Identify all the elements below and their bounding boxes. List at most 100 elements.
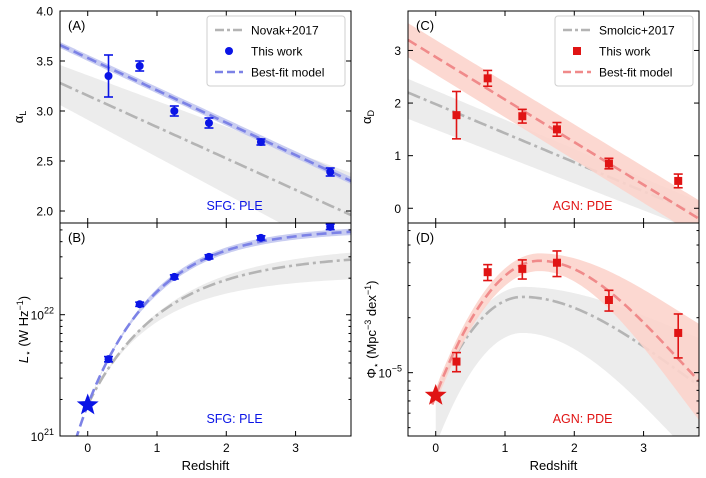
data-point (204, 252, 214, 261)
point-marker (604, 159, 613, 168)
y-label-subscript: ⋆ (371, 362, 381, 368)
point-marker (256, 233, 265, 242)
plot-area (431, 253, 699, 436)
point-marker (326, 168, 335, 176)
point-marker (135, 300, 144, 309)
data-point (325, 222, 335, 231)
x-tick-label: 1 (502, 441, 509, 455)
y-label-symbol: α (11, 115, 26, 123)
plot-area (75, 228, 351, 436)
y-label-close: ) (364, 281, 379, 285)
reference-band (60, 65, 351, 223)
point-marker (452, 357, 461, 366)
y-label-close: ) (16, 296, 31, 300)
data-point (169, 105, 179, 117)
y-label-subscript: L (18, 111, 28, 116)
x-tick-label: 0 (84, 441, 91, 455)
y-label-symbol: Φ (364, 368, 379, 378)
y-axis-label: αD (359, 109, 376, 124)
data-point (552, 250, 562, 278)
axes-frame (59, 222, 352, 437)
y-tick-label: 3.5 (36, 55, 53, 69)
panel-annotation: AGN: PDE (553, 199, 613, 213)
y-tick-exponent: 22 (44, 306, 54, 316)
data-point (135, 60, 145, 72)
data-point (104, 355, 113, 364)
y-label-unit: (W Hz (16, 311, 31, 351)
fit-line (431, 259, 699, 405)
y-label-symbol: α (359, 116, 374, 124)
point-marker (604, 295, 613, 304)
y-label-subscript: ⋆ (23, 350, 33, 356)
legend-box (554, 15, 694, 87)
panel-annotation: SFG: PLE (206, 412, 262, 426)
data-point (169, 272, 179, 281)
legend-swatch-point (225, 47, 233, 55)
panel-a: 2.0 2.5 3.0 3.5 4.0 (A) SFG: PLE αL Novak+2017 Th… (11, 5, 352, 224)
panel-annotation: SFG: PLE (206, 199, 262, 213)
y-tick-label: 2 (394, 97, 401, 111)
data-point (604, 289, 614, 312)
panel-annotation: AGN: PDE (553, 412, 613, 426)
y-tick-label: 2.0 (36, 205, 53, 219)
data-point (135, 300, 145, 309)
point-marker (674, 328, 683, 337)
y-tick-label: 3 (394, 44, 401, 58)
point-marker (104, 355, 113, 364)
point-marker (452, 111, 461, 120)
data-point (517, 259, 527, 280)
data-point (604, 157, 614, 170)
local-star-marker (424, 383, 447, 405)
panel-label: (B) (68, 230, 85, 245)
legend: Novak+2017 This work Best-fit model (206, 15, 346, 87)
legend-label: This work (251, 45, 303, 59)
point-marker (326, 222, 335, 231)
point-marker (170, 107, 179, 115)
point-marker (104, 72, 113, 80)
data-point (256, 233, 266, 242)
point-marker (204, 119, 213, 127)
data-point (104, 54, 113, 98)
point-marker (483, 268, 492, 277)
data-point (325, 167, 335, 177)
y-label-symbol: L (16, 356, 31, 363)
x-tick-label: 0 (432, 441, 439, 455)
legend: Smolcic+2017 This work Best-fit model (554, 15, 694, 87)
legend-label: Best-fit model (599, 66, 672, 80)
point-marker (256, 138, 265, 146)
x-tick-label: 1 (154, 441, 161, 455)
point-marker (518, 264, 527, 273)
panel-label: (A) (68, 18, 85, 33)
y-tick-label: 2.5 (36, 155, 53, 169)
legend-box (206, 15, 346, 87)
y-axis-label: αL (11, 111, 28, 124)
x-tick-label: 3 (292, 441, 299, 455)
x-tick-label: 2 (223, 441, 230, 455)
y-tick-label: 3.0 (36, 105, 53, 119)
point-marker (483, 74, 492, 83)
point-marker (674, 176, 683, 185)
fit-band (60, 42, 351, 184)
y-tick-exponent: 21 (44, 427, 54, 437)
data-point (204, 117, 214, 129)
panel-d: 0 1 2 3 10−5 (D) AGN: PDE Φ⋆ (Mpc−3 dex−1) Redsh… (363, 222, 700, 473)
point-marker (135, 62, 144, 70)
y-tick-label: 1021 (31, 427, 54, 444)
point-marker (518, 112, 527, 121)
data-point (483, 69, 493, 88)
data-point (256, 138, 266, 146)
point-marker (552, 258, 561, 267)
reference-line (86, 258, 351, 406)
fit-band (435, 253, 699, 421)
reference-line (60, 81, 351, 217)
data-point (452, 351, 461, 373)
x-axis-label: Redshift (530, 458, 578, 473)
legend-label: This work (599, 45, 651, 59)
legend-label: Best-fit model (251, 66, 324, 80)
x-axis-label: Redshift (182, 458, 230, 473)
y-tick-mantissa: 10 (31, 309, 45, 323)
y-label-superscript: −3 (363, 320, 373, 330)
y-label-unit: (Mpc (364, 329, 379, 362)
